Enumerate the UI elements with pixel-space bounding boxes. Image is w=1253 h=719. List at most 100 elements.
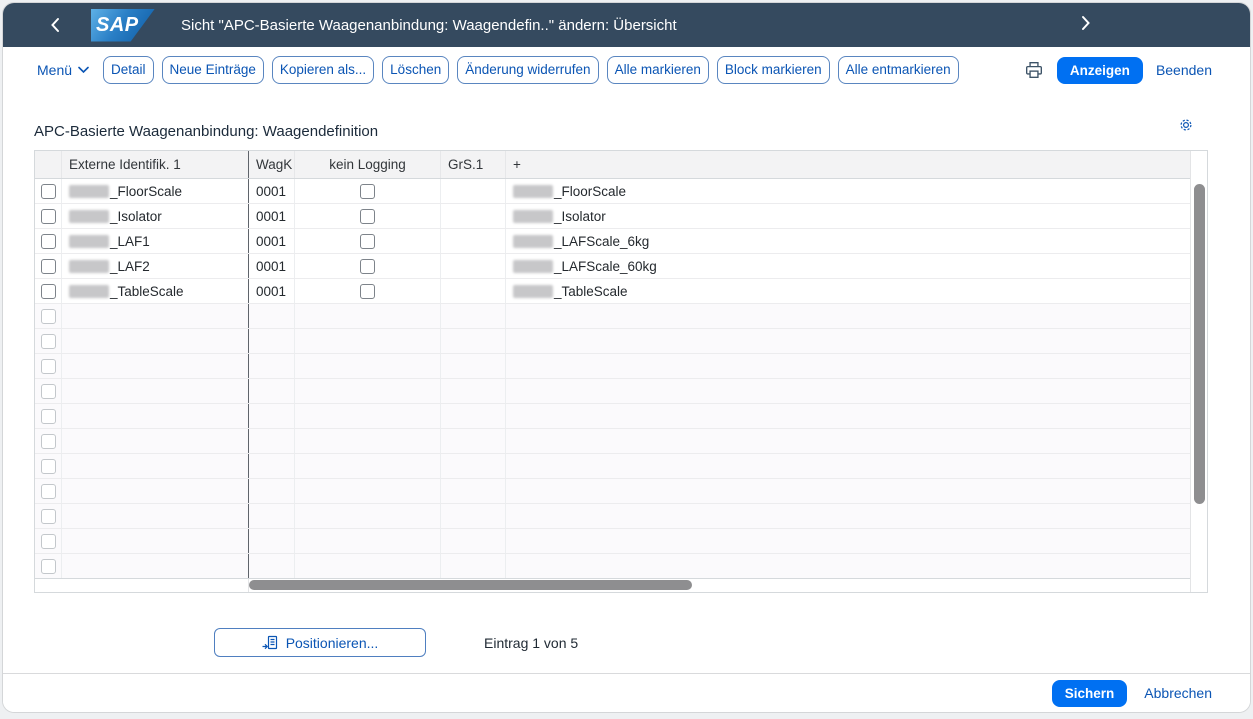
toolbar-button-kopieren-als[interactable]: Kopieren als...	[271, 56, 375, 84]
grs-cell[interactable]	[441, 229, 506, 253]
wagk-cell[interactable]: 0001	[249, 254, 295, 278]
toolbar-button-alle-entmarkieren[interactable]: Alle entmarkieren	[837, 56, 959, 84]
external-id-cell[interactable]: _LAF1	[62, 229, 249, 253]
grs-cell[interactable]	[441, 204, 506, 228]
kein-logging-checkbox[interactable]	[360, 283, 375, 299]
external-id-cell[interactable]	[62, 454, 249, 478]
external-id-cell[interactable]: _LAF2	[62, 254, 249, 278]
column-header-row-select[interactable]	[35, 151, 62, 178]
row-select-checkbox[interactable]	[40, 533, 56, 549]
row-select-checkbox[interactable]	[40, 308, 56, 324]
grs-cell[interactable]	[441, 529, 506, 553]
toolbar-button-loeschen[interactable]: Löschen	[382, 56, 450, 84]
plus-cell[interactable]	[506, 504, 1192, 528]
wagk-cell[interactable]: 0001	[249, 279, 295, 303]
wagk-cell[interactable]	[249, 529, 295, 553]
grs-cell[interactable]	[441, 404, 506, 428]
wagk-cell[interactable]: 0001	[249, 229, 295, 253]
vertical-scrollbar[interactable]	[1190, 151, 1207, 592]
vertical-scrollbar-thumb[interactable]	[1194, 184, 1205, 504]
save-button[interactable]: Sichern	[1051, 679, 1128, 707]
grs-cell[interactable]	[441, 304, 506, 328]
position-button[interactable]: Positionieren...	[214, 628, 426, 657]
table-row-empty[interactable]	[35, 504, 1192, 529]
plus-cell[interactable]: _LAFScale_6kg	[506, 229, 1192, 253]
external-id-cell[interactable]	[62, 404, 249, 428]
column-header-plus[interactable]: +	[513, 157, 521, 172]
row-select-checkbox[interactable]	[40, 233, 56, 249]
grs-cell[interactable]	[441, 479, 506, 503]
table-row[interactable]: _FloorScale 0001 _FloorScale	[35, 179, 1192, 204]
wagk-cell[interactable]	[249, 304, 295, 328]
toolbar-button-neue-eintraege[interactable]: Neue Einträge	[161, 56, 264, 84]
cancel-button[interactable]: Abbrechen	[1144, 685, 1212, 701]
wagk-cell[interactable]	[249, 354, 295, 378]
row-select-checkbox[interactable]	[40, 383, 56, 399]
toolbar-button-block-markieren[interactable]: Block markieren	[716, 56, 830, 84]
wagk-cell[interactable]: 0001	[249, 204, 295, 228]
plus-cell[interactable]: _Isolator	[506, 204, 1192, 228]
menu-button[interactable]: Menü	[37, 62, 89, 78]
grs-cell[interactable]	[441, 554, 506, 578]
grs-cell[interactable]	[441, 429, 506, 453]
table-row-empty[interactable]	[35, 454, 1192, 479]
row-select-checkbox[interactable]	[40, 183, 56, 199]
print-button[interactable]	[1024, 60, 1044, 80]
horizontal-scrollbar-thumb[interactable]	[249, 580, 692, 590]
plus-cell[interactable]	[506, 379, 1192, 403]
table-row[interactable]: _Isolator 0001 _Isolator	[35, 204, 1192, 229]
grs-cell[interactable]	[441, 454, 506, 478]
row-select-checkbox[interactable]	[40, 433, 56, 449]
wagk-cell[interactable]	[249, 429, 295, 453]
table-row-empty[interactable]	[35, 429, 1192, 454]
table-row-empty[interactable]	[35, 329, 1192, 354]
grs-cell[interactable]	[441, 354, 506, 378]
column-header-wagk[interactable]: WagK	[249, 151, 295, 178]
grs-cell[interactable]	[441, 329, 506, 353]
kein-logging-checkbox[interactable]	[360, 208, 375, 224]
wagk-cell[interactable]	[249, 554, 295, 578]
external-id-cell[interactable]	[62, 479, 249, 503]
grs-cell[interactable]	[441, 504, 506, 528]
external-id-cell[interactable]	[62, 304, 249, 328]
row-select-checkbox[interactable]	[40, 508, 56, 524]
plus-cell[interactable]	[506, 429, 1192, 453]
table-row-empty[interactable]	[35, 529, 1192, 554]
plus-cell[interactable]: _LAFScale_60kg	[506, 254, 1192, 278]
external-id-cell[interactable]	[62, 529, 249, 553]
plus-cell[interactable]	[506, 329, 1192, 353]
plus-cell[interactable]: _FloorScale	[506, 179, 1192, 203]
plus-cell[interactable]	[506, 554, 1192, 578]
toolbar-button-detail[interactable]: Detail	[103, 56, 154, 84]
grs-cell[interactable]	[441, 179, 506, 203]
wagk-cell[interactable]	[249, 329, 295, 353]
toolbar-button-aenderung-widerrufen[interactable]: Änderung widerrufen	[457, 56, 599, 84]
table-row[interactable]: _TableScale 0001 _TableScale	[35, 279, 1192, 304]
table-row-empty[interactable]	[35, 404, 1192, 429]
external-id-cell[interactable]	[62, 429, 249, 453]
kein-logging-checkbox[interactable]	[360, 258, 375, 274]
external-id-cell[interactable]	[62, 329, 249, 353]
table-row-empty[interactable]	[35, 479, 1192, 504]
wagk-cell[interactable]	[249, 454, 295, 478]
plus-cell[interactable]	[506, 354, 1192, 378]
row-select-checkbox[interactable]	[40, 283, 56, 299]
end-button[interactable]: Beenden	[1155, 62, 1212, 78]
table-row-empty[interactable]	[35, 304, 1192, 329]
row-select-checkbox[interactable]	[40, 483, 56, 499]
external-id-cell[interactable]: _Isolator	[62, 204, 249, 228]
plus-cell[interactable]	[506, 479, 1192, 503]
grs-cell[interactable]	[441, 254, 506, 278]
column-header-grs-1[interactable]: GrS.1	[441, 151, 506, 178]
external-id-cell[interactable]	[62, 354, 249, 378]
plus-cell[interactable]: _TableScale	[506, 279, 1192, 303]
kein-logging-checkbox[interactable]	[360, 233, 375, 249]
external-id-cell[interactable]	[62, 554, 249, 578]
wagk-cell[interactable]	[249, 504, 295, 528]
column-header-kein-logging[interactable]: kein Logging	[295, 151, 441, 178]
display-button[interactable]: Anzeigen	[1056, 56, 1143, 84]
row-select-checkbox[interactable]	[40, 208, 56, 224]
grs-cell[interactable]	[441, 379, 506, 403]
row-select-checkbox[interactable]	[40, 333, 56, 349]
external-id-cell[interactable]: _TableScale	[62, 279, 249, 303]
